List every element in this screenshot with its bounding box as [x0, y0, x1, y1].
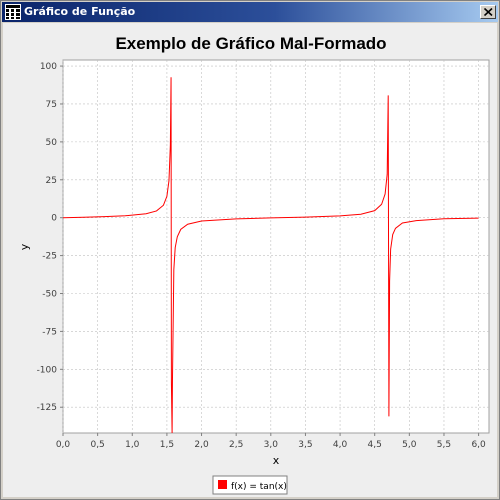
x-tick-label: 2,5: [229, 440, 243, 450]
y-tick-label: 25: [46, 176, 57, 186]
x-tick-label: 5,5: [437, 440, 451, 450]
close-button[interactable]: [480, 5, 496, 19]
legend-label: f(x) = tan(x): [231, 482, 287, 492]
x-axis-label: x: [273, 454, 280, 467]
series-line-tan: [62, 77, 479, 434]
plot-area: [62, 59, 490, 434]
y-tick-label: 75: [46, 100, 57, 110]
y-tick-label: -100: [37, 365, 58, 375]
x-tick-label: 5,0: [402, 440, 417, 450]
legend-swatch: [218, 480, 227, 489]
chart-title: Exemplo de Gráfico Mal-Formado: [115, 34, 386, 53]
x-tick-label: 0,0: [56, 440, 71, 450]
x-tick-label: 4,0: [333, 440, 348, 450]
y-tick-label: -75: [42, 327, 57, 337]
y-tick-label: 100: [40, 62, 57, 72]
y-tick-label: 50: [46, 138, 58, 148]
y-tick-label: -25: [42, 252, 57, 262]
x-tick-label: 1,5: [160, 440, 174, 450]
y-tick-label: -125: [37, 403, 57, 413]
close-icon: [484, 8, 493, 16]
x-tick-label: 1,0: [125, 440, 140, 450]
x-tick-label: 4,5: [368, 440, 382, 450]
chart-panel: Exemplo de Gráfico Mal-Formado 0,0 0,5 1,0…: [3, 23, 497, 497]
x-tick-label: 6,0: [471, 440, 486, 450]
grid-icon: [5, 4, 21, 20]
x-tick-label: 0,5: [90, 440, 104, 450]
x-tick-label: 3,5: [298, 440, 312, 450]
x-axis: 0,0 0,5 1,0 1,5 2,0 2,5 3,0 3,5 4,0 4,5 5,0 5,5 6,0: [56, 433, 486, 450]
y-axis-label: y: [18, 243, 31, 250]
function-chart: Exemplo de Gráfico Mal-Formado 0,0 0,5 1,0…: [18, 34, 490, 495]
window-title: Gráfico de Função: [24, 5, 136, 18]
x-tick-label: 3,0: [264, 440, 279, 450]
title-bar[interactable]: Gráfico de Função: [2, 2, 498, 22]
x-tick-label: 2,0: [194, 440, 209, 450]
y-tick-label: 0: [51, 214, 57, 224]
legend: f(x) = tan(x): [212, 475, 288, 495]
legend-box: [212, 475, 288, 495]
y-axis: 100 75 50 25 0 -25 -50 -75 -100 -125: [37, 62, 63, 413]
y-tick-label: -50: [42, 290, 57, 300]
